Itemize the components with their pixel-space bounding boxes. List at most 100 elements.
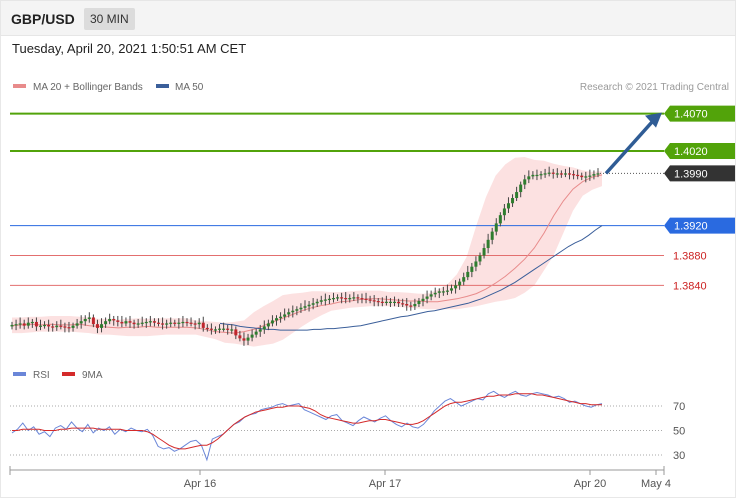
rsi-tick-label: 70 — [673, 401, 685, 413]
candle-body — [588, 175, 592, 177]
candle-body — [466, 271, 470, 278]
timeframe-button[interactable]: 30 MIN — [84, 8, 135, 30]
candle-body — [450, 288, 453, 291]
candle-body — [539, 174, 543, 176]
candle-body — [197, 322, 201, 325]
candle-body — [409, 305, 413, 307]
rsi-panel: 70 50 30 — [10, 390, 685, 462]
ma50-legend-swatch — [156, 84, 169, 88]
candle-body — [132, 322, 136, 325]
copyright-text: Research © 2021 Trading Central — [580, 82, 729, 93]
candle-body — [380, 301, 384, 303]
forecast-arrow-shaft — [604, 117, 657, 175]
candle-body — [433, 292, 437, 295]
candle-body — [275, 318, 279, 321]
candle-body — [478, 255, 482, 262]
candle-body — [124, 321, 128, 324]
candle-body — [531, 174, 535, 177]
candle-body — [437, 291, 441, 293]
candle-body — [222, 328, 226, 330]
candle-body — [144, 321, 148, 324]
rsi-legend-label: RSI — [33, 370, 50, 381]
candle-body — [417, 301, 421, 305]
candle-body — [209, 328, 213, 330]
candle-body — [331, 298, 335, 300]
candle-body — [490, 231, 494, 240]
candle-body — [336, 297, 340, 299]
rsi-tick-label: 30 — [673, 450, 685, 462]
rsi-legend-swatch — [13, 372, 26, 376]
candle-body — [368, 299, 372, 301]
candle-body — [104, 321, 108, 325]
candle-body — [67, 327, 71, 329]
candle-body — [384, 301, 388, 303]
pivot-price-tag-text: 1.3920 — [674, 221, 708, 233]
currency-pair-label: GBP/USD — [11, 11, 75, 27]
candle-body — [254, 331, 258, 335]
candle-body — [502, 208, 506, 216]
candle-body — [596, 173, 600, 175]
candle-body — [356, 297, 360, 299]
ma9-legend-label: 9MA — [82, 370, 103, 381]
candle-body — [425, 296, 429, 299]
candle-body — [393, 301, 397, 303]
candle-body — [551, 172, 555, 174]
candle-body — [262, 326, 266, 330]
candle-body — [462, 277, 466, 282]
candle-body — [576, 174, 580, 177]
candle-body — [283, 314, 287, 317]
candle-body — [201, 322, 205, 328]
candle-body — [413, 304, 417, 307]
support-price-label: 1.3880 — [673, 250, 707, 262]
candle-body — [299, 307, 303, 310]
candle-body — [360, 298, 364, 300]
candle-body — [421, 298, 425, 302]
candle-body — [30, 321, 34, 324]
candle-body — [51, 326, 55, 328]
pivot-price-tag — [664, 217, 735, 234]
moving-averages — [11, 174, 603, 334]
candle-body — [181, 321, 185, 324]
candle-body — [568, 173, 572, 175]
resistance-price-tag-text: 1.4020 — [674, 146, 708, 158]
support-price-label: 1.3840 — [673, 280, 707, 292]
candle-body — [34, 321, 38, 327]
candlesticks — [10, 166, 600, 346]
candle-body — [266, 323, 270, 327]
candle-body — [47, 324, 51, 327]
ma9-legend-swatch — [62, 372, 75, 376]
candle-body — [352, 297, 356, 299]
x-axis-label: Apr 17 — [369, 478, 401, 490]
candle-body — [506, 203, 510, 209]
candle-body — [429, 294, 433, 297]
candle-body — [91, 317, 95, 325]
candle-body — [323, 299, 327, 301]
candle-body — [547, 172, 551, 174]
candle-body — [59, 325, 63, 327]
forecast-arrow — [604, 112, 662, 175]
candle-body — [157, 322, 160, 324]
candle-body — [22, 323, 26, 326]
candle-body — [311, 303, 315, 305]
candle-body — [83, 318, 87, 322]
candle-body — [55, 325, 59, 328]
ma50-line — [219, 225, 603, 331]
candle-body — [234, 329, 238, 336]
candle-body — [71, 325, 75, 328]
candle-body — [543, 173, 547, 175]
x-axis-label: Apr 16 — [184, 478, 216, 490]
candle-body — [405, 304, 409, 306]
candle-body — [523, 179, 527, 185]
candle-body — [213, 329, 217, 331]
candle-body — [205, 327, 209, 330]
candle-body — [315, 301, 319, 304]
candle-body — [43, 324, 47, 327]
candle-body — [482, 248, 486, 256]
rsi-tick-label: 50 — [673, 426, 685, 438]
candle-body — [218, 328, 222, 330]
candle-body — [238, 335, 242, 339]
candle-body — [511, 198, 515, 204]
chart-datetime: Tuesday, April 20, 2021 1:50:51 AM CET — [12, 41, 247, 56]
candle-body — [161, 323, 165, 325]
ma50-legend-label: MA 50 — [175, 82, 204, 93]
